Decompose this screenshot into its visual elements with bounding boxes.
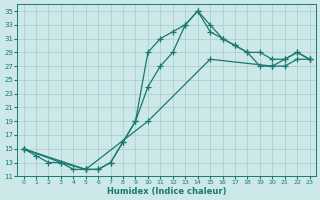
X-axis label: Humidex (Indice chaleur): Humidex (Indice chaleur) [107, 187, 226, 196]
